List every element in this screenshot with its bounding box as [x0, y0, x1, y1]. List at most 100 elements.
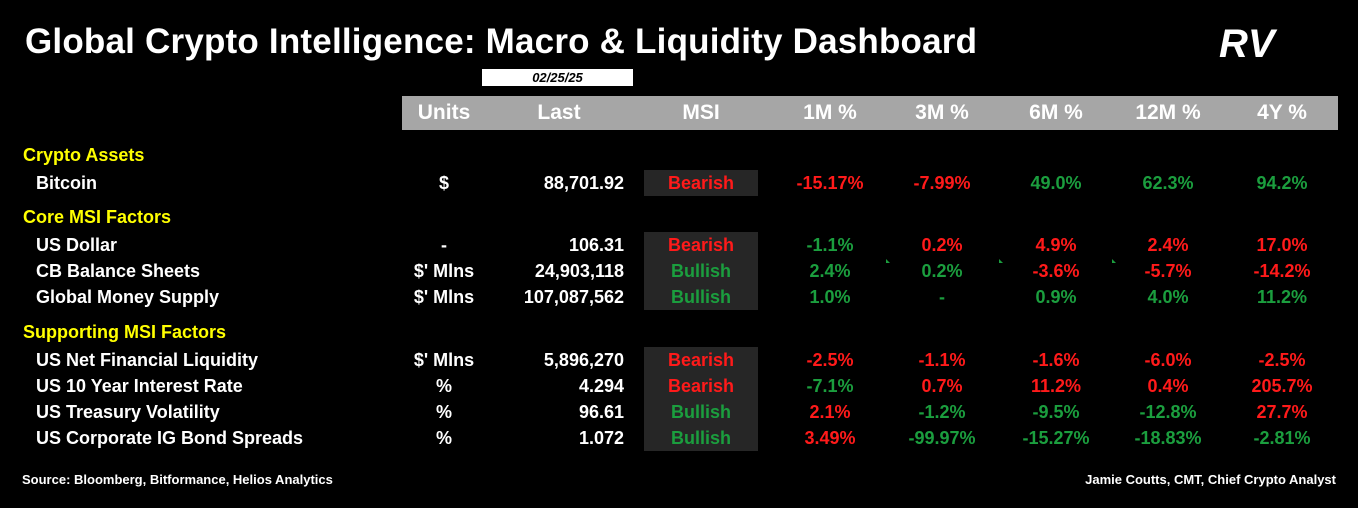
table-row: Global Money Supply $' Mlns 107,087,562 Bul…	[0, 284, 1358, 310]
table-row: US Treasury Volatility% 96.61 Bullish 2.1% -…	[0, 399, 1358, 425]
logo-text: RV	[1219, 24, 1278, 60]
last-value-cell: 106.31	[568, 235, 624, 255]
last-value-cell: 96.61	[578, 402, 624, 422]
pct-change-cell: -15.17%	[796, 173, 864, 193]
pct-change-cell: -7.99%	[913, 173, 971, 193]
last-value-cell: 4.294	[578, 376, 624, 396]
msi-signal-badge: Bearish	[644, 232, 758, 258]
pct-change-cell: 4.0%	[1147, 287, 1189, 307]
pct-change-cell: 27.7%	[1256, 402, 1308, 422]
table-row: US Corporate IG Bond Spreads% 1.072 Bullis…	[0, 425, 1358, 451]
table-row: US 10 Year Interest Rate% 4.294 Bearish -7.…	[0, 373, 1358, 399]
pct-change-cell: -2.5%	[806, 350, 854, 370]
pct-change-cell: 0.9%	[1035, 287, 1077, 307]
row-label: US 10 Year Interest Rate	[36, 376, 243, 396]
units-cell: $' Mlns	[413, 287, 475, 307]
pct-change-cell: -7.1%	[806, 376, 854, 396]
msi-signal-badge: Bullish	[644, 425, 758, 451]
row-label: US Net Financial Liquidity	[36, 350, 259, 370]
msi-signal-badge: Bearish	[644, 347, 758, 373]
units-cell: $	[438, 173, 449, 193]
page-title: Global Crypto Intelligence: Macro & Liqu…	[25, 22, 978, 61]
pct-change-cell: -5.7%	[1144, 261, 1192, 281]
units-cell: %	[435, 428, 452, 448]
pct-change-cell: 205.7%	[1251, 376, 1313, 396]
pct-change-cell: -1.6%	[1032, 350, 1080, 370]
report-date: 02/25/25	[482, 69, 633, 86]
header-4y: 4Y %	[1257, 101, 1307, 124]
table-row: CB Balance Sheets $' Mlns 24,903,118 Bullis…	[0, 258, 1358, 284]
section-heading: Core MSI Factors	[23, 207, 172, 227]
table-row: US Dollar - 106.31 Bearish -1.1% 0.2% 4.9% 2.4%…	[0, 232, 1358, 258]
pct-change-cell: 94.2%	[1256, 173, 1308, 193]
pct-change-cell: 3.49%	[804, 428, 856, 448]
header-3m: 3M %	[915, 101, 969, 124]
units-cell: $' Mlns	[413, 261, 475, 281]
pct-change-cell: 0.7%	[921, 376, 963, 396]
pct-change-cell: 2.4%	[809, 261, 851, 281]
msi-signal-badge: Bullish	[644, 399, 758, 425]
pct-change-cell: -12.8%	[1139, 402, 1197, 422]
pct-change-cell: -1.1%	[806, 235, 854, 255]
pct-change-cell: -2.81%	[1253, 428, 1311, 448]
last-value-cell: 88,701.92	[543, 173, 624, 193]
header-last: Last	[537, 101, 581, 124]
pct-change-cell: 0.2%	[921, 261, 963, 281]
source-note: Source: Bloomberg, Bitformance, Helios A…	[22, 472, 333, 487]
msi-signal-badge: Bearish	[644, 170, 758, 196]
pct-change-cell: 2.4%	[1147, 235, 1189, 255]
units-cell: %	[435, 376, 452, 396]
pct-change-cell: -6.0%	[1144, 350, 1192, 370]
header-6m: 6M %	[1029, 101, 1083, 124]
row-label: Global Money Supply	[36, 287, 220, 307]
pct-change-cell: 49.0%	[1030, 173, 1082, 193]
pct-change-cell: 0.2%	[921, 235, 963, 255]
pct-change-cell: -15.27%	[1022, 428, 1090, 448]
units-cell: -	[441, 235, 447, 255]
table-row: US Net Financial Liquidity $' Mlns 5,896,2…	[0, 347, 1358, 373]
msi-signal-badge: Bearish	[644, 373, 758, 399]
row-label: US Treasury Volatility	[36, 402, 220, 422]
last-value-cell: 107,087,562	[523, 287, 624, 307]
author-credit: Jamie Coutts, CMT, Chief Crypto Analyst	[1085, 472, 1336, 487]
pct-change-cell: 62.3%	[1142, 173, 1194, 193]
rv-logo: RV	[1219, 24, 1278, 60]
pct-change-cell: 17.0%	[1256, 235, 1308, 255]
msi-signal-badge: Bullish	[644, 284, 758, 310]
pct-change-cell: 1.0%	[809, 287, 851, 307]
last-value-cell: 1.072	[578, 428, 624, 448]
pct-change-cell: 0.4%	[1147, 376, 1189, 396]
section-heading: Supporting MSI Factors	[23, 322, 227, 342]
last-value-cell: 24,903,118	[534, 261, 624, 281]
msi-signal-badge: Bullish	[644, 258, 758, 284]
cell-indicator-icon	[886, 259, 890, 263]
pct-change-cell: -9.5%	[1032, 402, 1080, 422]
row-label: Bitcoin	[36, 173, 97, 193]
header-msi: MSI	[682, 101, 720, 124]
pct-change-cell: -18.83%	[1134, 428, 1202, 448]
table-row: Bitcoin $88,701.92 Bearish -15.17% -7.99% 49.…	[0, 170, 1358, 196]
row-label: CB Balance Sheets	[36, 261, 201, 281]
pct-change-cell: -2.5%	[1258, 350, 1306, 370]
header-1m: 1M %	[803, 101, 857, 124]
pct-change-cell: 11.2%	[1030, 376, 1082, 396]
pct-change-cell: -99.97%	[908, 428, 976, 448]
pct-change-cell: -3.6%	[1032, 261, 1080, 281]
pct-change-cell: 4.9%	[1035, 235, 1077, 255]
header-units: Units	[417, 101, 471, 124]
pct-change-cell: -	[939, 287, 945, 307]
pct-change-cell: -1.1%	[918, 350, 966, 370]
row-label: US Dollar	[36, 235, 118, 255]
cell-indicator-icon	[1112, 259, 1116, 263]
cell-indicator-icon	[999, 259, 1003, 263]
pct-change-cell: -14.2%	[1253, 261, 1311, 281]
table-header: Units Last MSI 1M % 3M % 6M % 12M % 4Y %	[402, 96, 1338, 130]
row-label: US Corporate IG Bond Spreads	[36, 428, 304, 448]
last-value-cell: 5,896,270	[543, 350, 624, 370]
pct-change-cell: -1.2%	[918, 402, 966, 422]
pct-change-cell: 11.2%	[1256, 287, 1308, 307]
units-cell: %	[435, 402, 452, 422]
pct-change-cell: 2.1%	[809, 402, 851, 422]
section-heading: Crypto Assets	[23, 145, 145, 165]
header-12m: 12M %	[1135, 101, 1201, 124]
